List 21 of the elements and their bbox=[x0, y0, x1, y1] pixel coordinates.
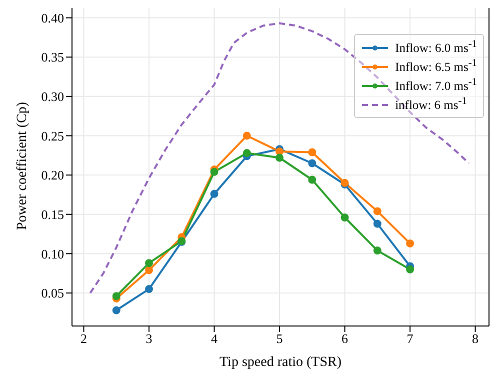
legend-label: inflow: 6 ms$^{-1}$ bbox=[395, 96, 467, 114]
x-tick-label: 7 bbox=[406, 331, 414, 346]
y-axis-title: Power coefficient (Cp) bbox=[15, 102, 30, 230]
y-tick-label: 0.35 bbox=[41, 50, 64, 65]
legend-label: Inflow: 6.0 ms$^{-1}$ bbox=[395, 38, 477, 56]
y-tick-label: 0.05 bbox=[41, 286, 64, 301]
y-tick-label: 0.20 bbox=[41, 168, 64, 183]
y-tick-label: 0.40 bbox=[41, 10, 64, 26]
y-tick-label: 0.15 bbox=[41, 206, 64, 222]
x-axis-title: Tip speed ratio (TSR) bbox=[220, 355, 342, 370]
y-tick-label: 0.10 bbox=[41, 246, 64, 262]
x-tick-label: 5 bbox=[276, 331, 283, 346]
x-tick-label: 8 bbox=[472, 331, 479, 346]
y-tick-label: 0.30 bbox=[41, 89, 64, 104]
x-tick-label: 3 bbox=[146, 331, 152, 346]
x-tick-label: 4 bbox=[211, 331, 218, 346]
legend-label: Inflow: 7.0 ms$^{-1}$ bbox=[395, 76, 477, 94]
y-tick-label: 0.25 bbox=[41, 128, 64, 144]
x-tick-label: 6 bbox=[342, 331, 349, 346]
legend-label: Inflow: 6.5 ms$^{-1}$ bbox=[395, 58, 477, 76]
x-tick-label: 2 bbox=[80, 331, 87, 346]
